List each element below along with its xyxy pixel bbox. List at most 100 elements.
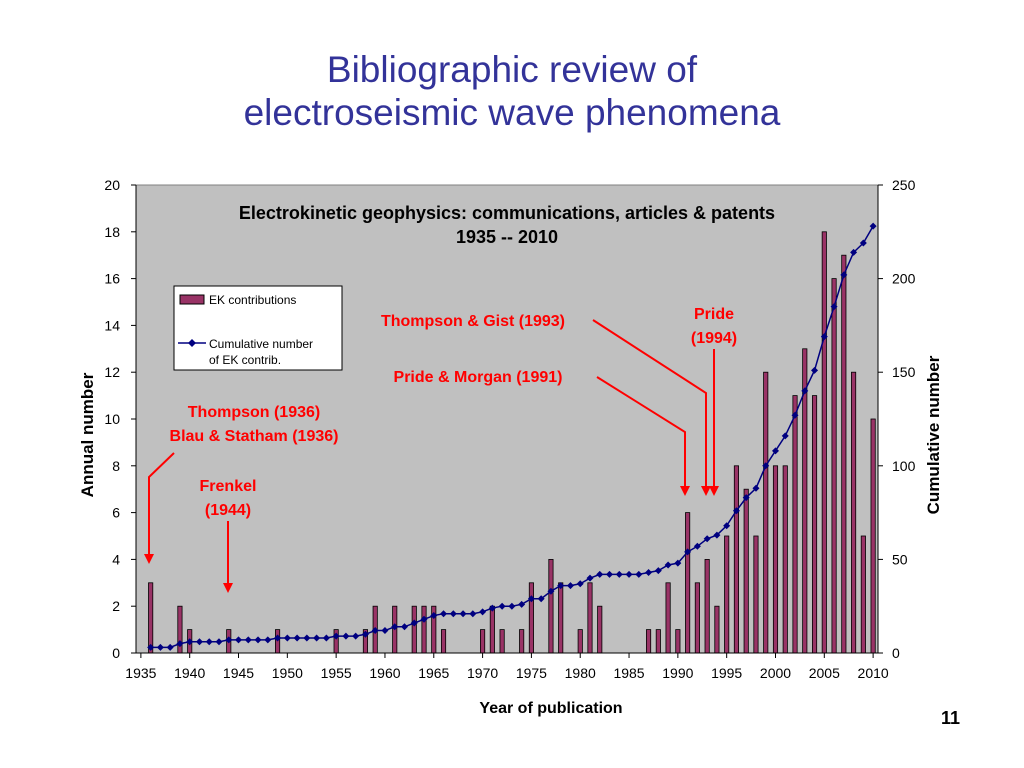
cumulative-point-1976 [537, 595, 545, 603]
cumulative-point-1960 [381, 627, 389, 635]
y-tick-label: 8 [112, 458, 120, 474]
bar-1963 [411, 605, 417, 654]
cumulative-point-1943 [215, 638, 223, 646]
chart-title-line-1: Electrokinetic geophysics: communication… [239, 203, 775, 223]
legend-line-marker [188, 339, 196, 347]
bar-1975 [528, 582, 534, 654]
cumulative-point-1956 [342, 632, 350, 640]
cumulative-point-1980 [576, 580, 584, 588]
cumulative-point-2001 [781, 432, 789, 440]
legend-bar-swatch [179, 294, 205, 305]
cumulative-point-1963 [410, 619, 418, 627]
legend-line-label-2: of EK contrib. [209, 353, 281, 367]
bar-1989 [665, 582, 671, 654]
y-tick-label: 6 [112, 505, 120, 521]
annotation-frenkel-1944: Frenkel (1944) [200, 478, 256, 593]
page-number: 11 [940, 708, 960, 728]
cumulative-point-1991 [684, 548, 692, 556]
annotation-text: Blau & Statham (1936) [170, 428, 339, 445]
annotation-arrow [592, 319, 711, 496]
bar-1982 [597, 605, 603, 654]
cumulative-point-1967 [449, 610, 457, 618]
y-tick-label: 18 [104, 224, 120, 240]
x-tick-label: 1995 [711, 665, 742, 681]
bar-1974 [519, 629, 525, 654]
cumulative-point-1940 [186, 638, 194, 646]
cumulative-point-1949 [274, 634, 282, 642]
cumulative-point-1982 [596, 570, 604, 578]
cumulative-point-1966 [440, 610, 448, 618]
cumulative-point-1947 [254, 636, 262, 644]
cumulative-point-1988 [654, 567, 662, 575]
cumulative-point-1999 [762, 462, 770, 470]
cumulative-point-2006 [830, 303, 838, 311]
cumulative-point-2002 [791, 411, 799, 419]
annotation-text: Pride & Morgan (1991) [394, 369, 563, 386]
annotation-thompson-gist-1993: Thompson & Gist (1993) [381, 313, 711, 496]
bar-1992 [694, 582, 700, 654]
y-tick-label: 2 [112, 598, 120, 614]
cumulative-point-1981 [586, 574, 594, 582]
cumulative-point-2005 [820, 333, 828, 341]
cumulative-point-2008 [850, 248, 858, 256]
x-tick-label: 1940 [174, 665, 205, 681]
bar-1995 [724, 535, 730, 654]
annotation-text: (1944) [205, 502, 251, 519]
y-tick-label: 12 [104, 364, 120, 380]
bar-2000 [772, 465, 779, 654]
cumulative-point-1998 [752, 484, 760, 492]
bar-1993 [704, 559, 710, 654]
bar-2002 [792, 395, 798, 654]
cumulative-point-1979 [566, 582, 574, 590]
annotation-thompson-1936: Thompson (1936) Blau & Statham (1936) [144, 404, 339, 564]
y2-tick-label: 200 [892, 271, 916, 287]
cumulative-point-1972 [498, 602, 506, 610]
cumulative-point-1983 [606, 570, 614, 578]
y2-tick-label: 100 [892, 458, 916, 474]
bar-1988 [655, 629, 661, 654]
x-tick-label: 1935 [125, 665, 156, 681]
bar-1964 [421, 605, 427, 654]
bar-1987 [646, 629, 652, 654]
bar-2008 [851, 371, 857, 654]
bar-1978 [558, 582, 564, 654]
cumulative-point-1941 [195, 638, 203, 646]
cumulative-point-1964 [420, 615, 428, 623]
x-tick-label: 1965 [418, 665, 449, 681]
cumulative-point-1951 [293, 634, 301, 642]
cumulative-point-2000 [771, 447, 779, 455]
x-tick-label: 2005 [809, 665, 840, 681]
cumulative-point-1945 [235, 636, 243, 644]
cumulative-point-1997 [742, 494, 750, 502]
cumulative-point-1948 [264, 636, 272, 644]
y2-tick-label: 50 [892, 551, 908, 567]
annotation-text: Thompson (1936) [188, 404, 320, 421]
annotation-arrow [144, 452, 175, 564]
slide-title-line-1: Bibliographic review of [326, 49, 698, 90]
annotation-pride-1994: Pride (1994) [691, 306, 737, 496]
cumulative-point-1954 [322, 634, 330, 642]
x-tick-label: 2000 [760, 665, 791, 681]
bar-1977 [548, 559, 554, 654]
x-tick-label: 1960 [369, 665, 400, 681]
bar-1990 [675, 629, 681, 654]
cumulative-point-1975 [527, 595, 535, 603]
x-tick-label: 1975 [516, 665, 547, 681]
cumulative-point-1955 [332, 632, 340, 640]
bar-2005 [821, 231, 827, 654]
bar-1997 [743, 488, 749, 654]
cumulative-point-1936 [147, 643, 155, 651]
x-tick-label: 1980 [565, 665, 596, 681]
cumulative-point-1987 [645, 569, 653, 577]
cumulative-point-2007 [840, 271, 848, 279]
legend-bar-label: EK contributions [209, 293, 296, 307]
bar-1971 [489, 605, 495, 654]
y2-tick-label: 0 [892, 645, 900, 661]
annotation-text: Pride [694, 306, 734, 323]
x-tick-label: 2010 [858, 665, 889, 681]
legend: EK contributions Cumulative number of EK… [173, 285, 343, 371]
cumulative-point-1937 [156, 643, 164, 651]
x-tick-label: 1985 [613, 665, 644, 681]
y2-tick-label: 150 [892, 364, 916, 380]
